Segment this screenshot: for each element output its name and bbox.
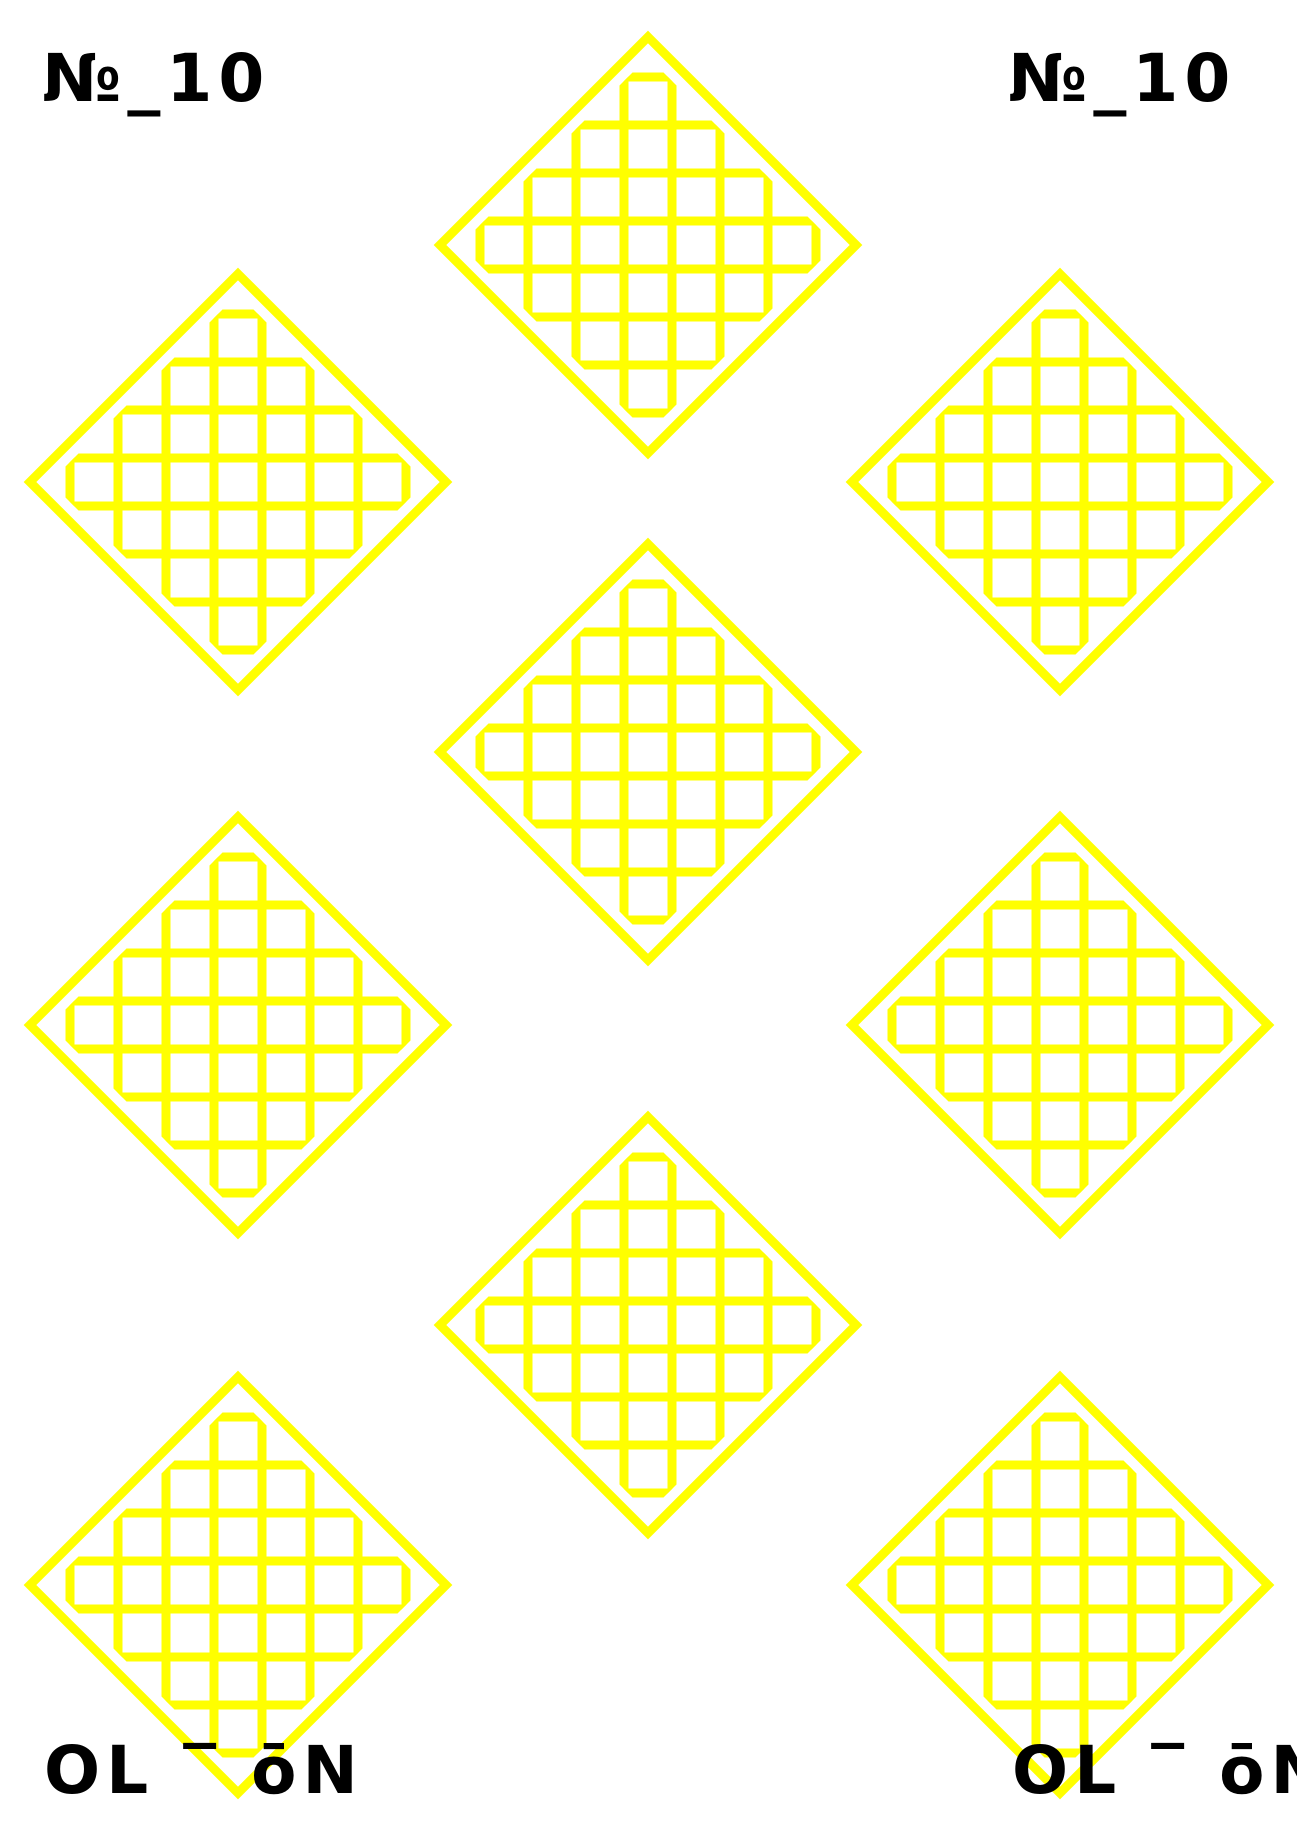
diamond-outline (433, 30, 863, 460)
lattice-diamond-2 (23, 267, 453, 697)
diamond-outline (845, 267, 1275, 697)
diamond-outline (433, 1110, 863, 1540)
diamond-grid (460, 1137, 836, 1513)
diamond-outline (433, 537, 863, 967)
diamond-outline (23, 1370, 453, 1800)
diamond-grid (872, 837, 1248, 1213)
lattice-diamond-5 (23, 810, 453, 1240)
diamond-outline (845, 810, 1275, 1240)
lattice-diamond-8 (23, 1370, 453, 1800)
diamond-grid (50, 1397, 426, 1773)
diamond-grid (872, 1397, 1248, 1773)
diamond-outline (23, 267, 453, 697)
diamond-outline (845, 1370, 1275, 1800)
diamond-grid (50, 837, 426, 1213)
diamond-grid (50, 294, 426, 670)
lattice-diamond-6 (845, 810, 1275, 1240)
lattice-diamond-1 (433, 30, 863, 460)
diamond-grid (872, 294, 1248, 670)
diamond-grid (460, 564, 836, 940)
lattice-diamond-3 (845, 267, 1275, 697)
lattice-diamond-4 (433, 537, 863, 967)
lattice-diamond-7 (433, 1110, 863, 1540)
diamond-outline (23, 810, 453, 1240)
diamond-grid (460, 57, 836, 433)
lattice-diamond-9 (845, 1370, 1275, 1800)
brand-mark-bottom-right: OL ‾ ōN (1012, 1732, 1297, 1809)
brand-mark-bottom-left: OL ‾ ōN (44, 1732, 364, 1809)
edition-number-top-left: №_10 (42, 40, 271, 117)
edition-number-top-right: №_10 (1008, 40, 1237, 117)
